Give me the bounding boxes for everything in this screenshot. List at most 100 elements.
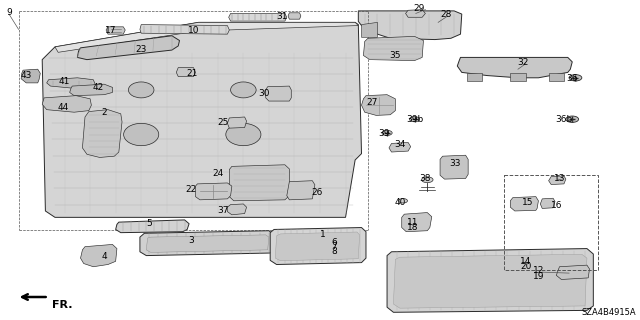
Polygon shape — [55, 22, 358, 52]
Circle shape — [382, 130, 392, 135]
Text: 9: 9 — [6, 8, 12, 17]
Text: 36: 36 — [566, 74, 578, 83]
Polygon shape — [42, 22, 362, 217]
Text: 3: 3 — [188, 236, 194, 245]
Polygon shape — [228, 13, 287, 21]
Text: 39: 39 — [378, 129, 390, 138]
Polygon shape — [362, 95, 396, 116]
Text: 26: 26 — [311, 188, 323, 197]
Text: 39b: 39b — [406, 115, 423, 124]
Text: 34: 34 — [394, 140, 406, 149]
Ellipse shape — [230, 82, 256, 98]
Polygon shape — [510, 197, 538, 211]
Text: 19: 19 — [532, 272, 544, 281]
Text: 21: 21 — [187, 69, 198, 78]
Polygon shape — [556, 265, 589, 279]
Polygon shape — [270, 228, 366, 265]
Text: 44: 44 — [58, 103, 69, 112]
Text: 27: 27 — [367, 98, 378, 107]
Polygon shape — [362, 22, 378, 37]
Text: 8: 8 — [331, 247, 337, 256]
Circle shape — [410, 117, 420, 122]
Polygon shape — [548, 73, 564, 81]
Text: 36b: 36b — [556, 115, 573, 124]
Text: 16: 16 — [550, 201, 562, 210]
Text: 41: 41 — [59, 77, 70, 86]
Polygon shape — [140, 231, 274, 256]
Text: 29: 29 — [413, 4, 425, 13]
Polygon shape — [116, 220, 189, 233]
Polygon shape — [288, 13, 301, 19]
Ellipse shape — [124, 123, 159, 146]
Polygon shape — [440, 155, 468, 179]
Text: 15: 15 — [522, 197, 533, 206]
Text: 12: 12 — [532, 266, 544, 276]
Text: 5: 5 — [146, 219, 152, 228]
Polygon shape — [467, 73, 482, 81]
Polygon shape — [147, 235, 269, 252]
Circle shape — [399, 198, 408, 203]
Text: 20: 20 — [520, 262, 531, 271]
Polygon shape — [106, 27, 125, 34]
Text: 4: 4 — [101, 252, 107, 261]
Polygon shape — [458, 57, 572, 78]
Circle shape — [569, 75, 582, 81]
Text: 35: 35 — [390, 51, 401, 60]
Text: 38: 38 — [420, 174, 431, 183]
Polygon shape — [81, 244, 117, 267]
Text: 1: 1 — [320, 230, 326, 239]
Text: 2: 2 — [101, 108, 107, 117]
Polygon shape — [387, 249, 593, 312]
Text: 32: 32 — [517, 58, 529, 67]
Circle shape — [566, 116, 579, 123]
Text: 25: 25 — [217, 118, 228, 127]
Text: SZA4B4915A: SZA4B4915A — [582, 308, 636, 317]
Text: 22: 22 — [186, 185, 196, 194]
Text: 28: 28 — [441, 10, 452, 19]
Text: FR.: FR. — [52, 300, 72, 310]
Polygon shape — [227, 204, 246, 215]
Text: 37: 37 — [217, 206, 228, 215]
Polygon shape — [195, 183, 232, 200]
Ellipse shape — [129, 82, 154, 98]
Polygon shape — [21, 69, 40, 83]
Polygon shape — [77, 36, 179, 60]
Text: 23: 23 — [136, 44, 147, 54]
Text: 7: 7 — [331, 242, 337, 251]
Text: 11: 11 — [407, 218, 419, 227]
Polygon shape — [176, 68, 195, 76]
Text: 31: 31 — [276, 12, 287, 21]
Polygon shape — [227, 117, 246, 128]
Polygon shape — [266, 86, 291, 101]
Text: 30: 30 — [258, 89, 269, 98]
Polygon shape — [394, 254, 587, 308]
Circle shape — [422, 177, 433, 183]
Text: 43: 43 — [20, 71, 32, 80]
Text: 17: 17 — [105, 26, 116, 35]
Polygon shape — [358, 11, 462, 40]
Text: 13: 13 — [554, 174, 565, 183]
Polygon shape — [140, 25, 229, 34]
Polygon shape — [47, 78, 95, 88]
Text: 10: 10 — [188, 27, 199, 36]
Polygon shape — [275, 232, 360, 261]
Text: 40: 40 — [394, 197, 406, 206]
Text: 42: 42 — [92, 83, 104, 92]
Polygon shape — [510, 73, 525, 81]
Polygon shape — [540, 198, 555, 208]
Polygon shape — [406, 10, 426, 17]
Text: 6: 6 — [331, 238, 337, 247]
Text: 33: 33 — [450, 159, 461, 168]
Text: 18: 18 — [407, 223, 419, 232]
Polygon shape — [229, 165, 289, 201]
Polygon shape — [364, 36, 424, 60]
Polygon shape — [287, 181, 315, 200]
Polygon shape — [548, 176, 566, 185]
Polygon shape — [42, 96, 92, 112]
Bar — [504, 175, 598, 270]
Text: 24: 24 — [212, 169, 223, 178]
Polygon shape — [70, 84, 113, 96]
Text: 14: 14 — [520, 257, 531, 266]
Polygon shape — [402, 212, 432, 232]
Polygon shape — [389, 142, 411, 152]
